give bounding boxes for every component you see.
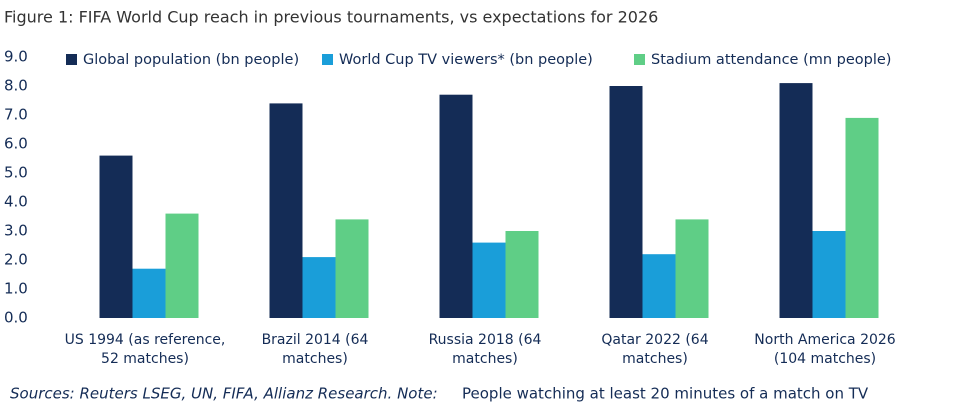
legend-swatch — [322, 54, 333, 65]
y-tick-label: 0.0 — [4, 309, 28, 327]
bar — [845, 117, 879, 319]
bar — [269, 103, 303, 319]
bar — [335, 219, 369, 318]
x-tick-label: Qatar 2022 (64 matches) — [601, 332, 709, 367]
legend-swatch — [66, 54, 77, 65]
chart-title: Figure 1: FIFA World Cup reach in previo… — [4, 8, 658, 27]
y-tick-label: 4.0 — [4, 193, 28, 211]
y-tick-label: 5.0 — [4, 164, 28, 182]
legend-label: Stadium attendance (mn people) — [651, 52, 891, 68]
y-tick-label: 1.0 — [4, 280, 28, 298]
x-tick-label: Brazil 2014 (64 matches) — [261, 332, 369, 367]
y-tick-label: 9.0 — [4, 48, 28, 66]
bar — [302, 257, 336, 318]
y-tick-label: 7.0 — [4, 106, 28, 124]
bar — [812, 231, 846, 318]
bar — [165, 213, 199, 318]
y-tick-label: 3.0 — [4, 222, 28, 240]
y-tick-label: 2.0 — [4, 251, 28, 269]
source: Sources: Reuters LSEG, UN, FIFA, Allianz… — [10, 385, 438, 403]
y-tick-label: 8.0 — [4, 77, 28, 95]
legend-label: Global population (bn people) — [83, 52, 299, 68]
legend-label: World Cup TV viewers* (bn people) — [339, 52, 593, 68]
bar — [505, 231, 539, 318]
bar — [675, 219, 709, 318]
note: People watching at least 20 minutes of a… — [462, 385, 869, 403]
y-tick-label: 6.0 — [4, 135, 28, 153]
bar — [132, 268, 166, 318]
bar — [439, 94, 473, 318]
x-tick-label: US 1994 (as reference, 52 matches) — [64, 332, 226, 367]
bar — [779, 83, 813, 318]
bar — [609, 86, 643, 318]
bar — [99, 155, 133, 318]
bar — [642, 254, 676, 318]
legend-swatch — [634, 54, 645, 65]
bar — [472, 242, 506, 318]
x-tick-label: Russia 2018 (64 matches) — [428, 332, 542, 367]
x-tick-label: North America 2026 (104 matches) — [754, 332, 896, 367]
